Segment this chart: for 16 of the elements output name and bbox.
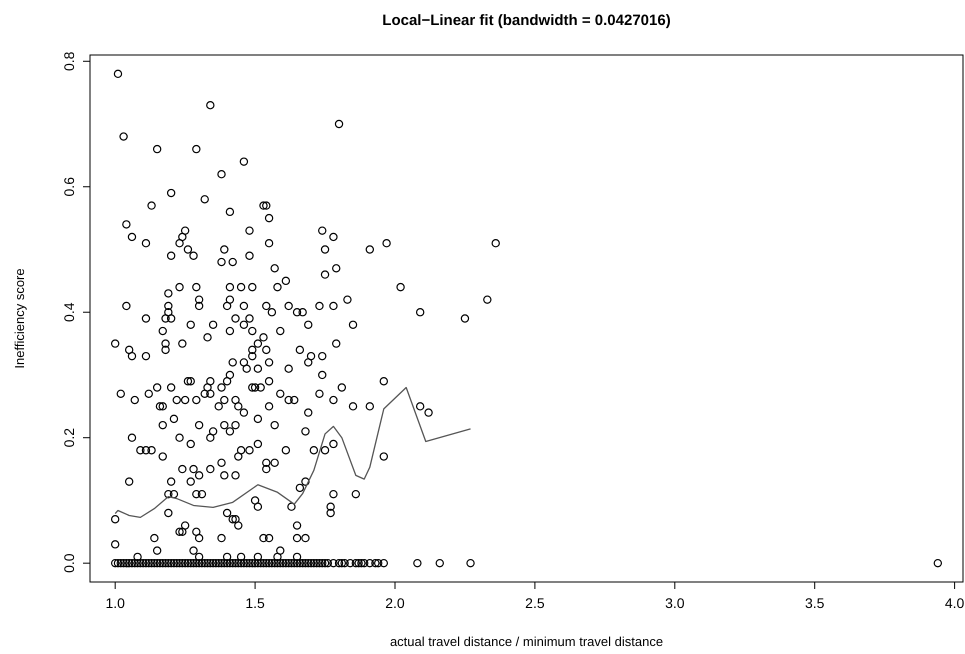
y-tick-label: 0.0 <box>61 553 77 573</box>
y-tick-label: 0.8 <box>61 51 77 72</box>
x-tick-label: 2.5 <box>525 595 545 611</box>
x-tick-label: 1.5 <box>245 595 266 611</box>
x-tick-label: 1.0 <box>105 595 126 611</box>
x-tick-label: 3.5 <box>804 595 825 611</box>
x-tick-label: 3.0 <box>665 595 685 611</box>
y-tick-label: 0.4 <box>61 302 77 322</box>
x-tick-label: 4.0 <box>944 595 965 611</box>
chart-title: Local−Linear fit (bandwidth = 0.0427016) <box>382 12 671 29</box>
y-tick-label: 0.6 <box>61 176 77 196</box>
x-tick-label: 2.0 <box>385 595 405 611</box>
x-axis-title: actual travel distance / minimum travel distance <box>390 634 664 649</box>
y-axis-title: Inefficiency score <box>12 268 27 369</box>
y-tick-label: 0.2 <box>61 428 77 448</box>
line-series <box>114 386 472 518</box>
